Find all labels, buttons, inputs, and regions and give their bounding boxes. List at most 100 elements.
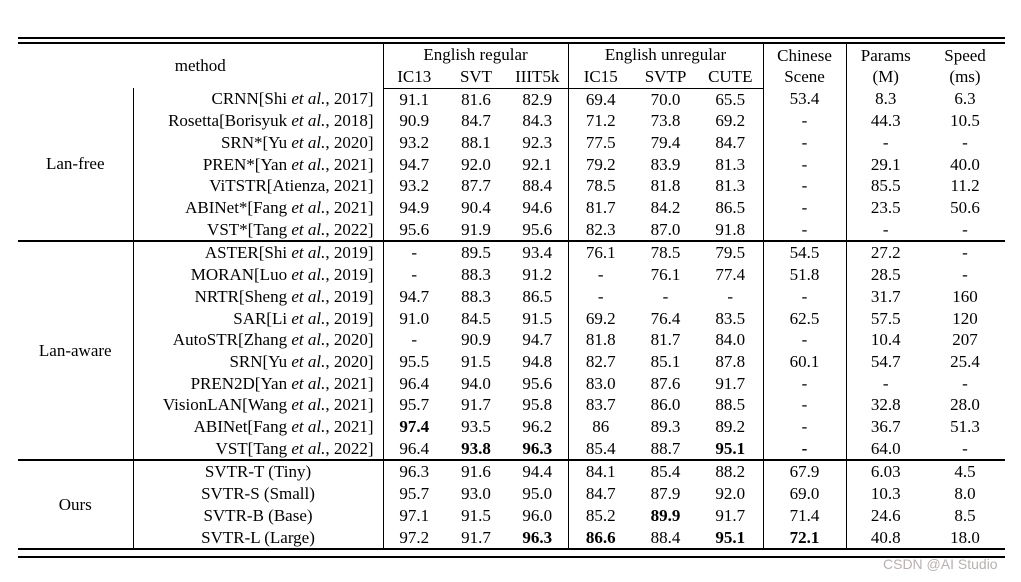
table-row: Lan-free CRNN[Shi et al., 2017] 91.1 81.6 82… [18,88,1005,173]
method-name: ASTER[Shi et al., 2019] [132,241,383,265]
value-cell: 83.7 [567,394,634,417]
value-cell: 84.3 [522,111,553,131]
value-cell: 94.7 [522,330,553,350]
value-cell: 96.0 [522,505,553,525]
value-cell: 120 [952,308,978,328]
params-label-line1: Params [860,45,911,65]
value-cell: 60.1 [762,350,847,373]
value-cell: 95.7 [382,483,445,505]
value-cell: 91.0 [382,307,445,330]
group-label: Ours [58,495,92,514]
value-cell: 79.5 [715,243,746,263]
value-cell: 81.6 [461,89,491,109]
value-cell: 40.0 [950,154,980,174]
value-cell: 93.8 [461,438,491,458]
value-cell: 85.1 [650,351,681,371]
table-row: ViTSTR[Atienza, 2021] 93.2 87.7 88.4 78.5 81.… [18,175,1005,198]
value-cell: 94.8 [522,351,553,371]
value-cell: 90.4 [461,198,491,218]
col-header-ic13: IC13 [382,65,445,89]
value-cell: 94.0 [461,373,491,393]
table-row: SVTR-B (Base) 97.1 91.5 96.0 85.2 89.9 91.7 71.… [18,504,1005,527]
value-cell: 88.3 [461,265,491,285]
value-cell: 69.2 [567,307,634,330]
value-cell: 23.5 [845,197,926,219]
chinese-label-line1: Chinese [777,45,832,65]
col-header-svt: SVT [445,65,507,89]
value-cell: 96.2 [522,417,553,437]
value-cell: - [762,437,847,461]
method-group-lan-aware: Lan-aware ASTER[Shi et al., 2019] -89.5 93.… [18,241,1006,461]
value-cell: 36.7 [845,416,926,438]
value-cell: 91.7 [461,527,491,547]
value-cell: - [845,131,926,154]
method-name: AutoSTR[Zhang et al., 2020] [132,329,383,351]
group-label: Lan-aware [38,341,112,361]
value-cell: 25.4 [950,351,980,371]
table-row: VST*[Tang et al., 2022] 95.6 91.9 95.6 82.3 8… [18,218,1005,242]
value-cell: 160 [952,286,978,306]
value-cell: 69.0 [762,483,847,505]
value-cell: - [567,264,634,286]
value-cell: 8.0 [954,484,976,504]
value-cell: 91.9 [461,219,491,239]
value-cell: 10.5 [950,111,980,131]
value-cell: 93.4 [522,243,553,263]
value-cell: - [845,218,926,242]
method-name: PREN2D[Yan et al., 2021] [132,372,383,395]
method-name: SVTR-L (Large) [132,526,383,550]
value-cell: 78.5 [650,243,681,263]
table-row: SVTR-L (Large) 97.2 91.7 96.3 86.6 88.4 95.1 72… [18,526,1005,550]
value-cell: 51.8 [762,264,847,286]
value-cell: 8.5 [954,505,976,525]
value-cell: - [382,241,445,265]
col-header-english-regular: English regular [382,42,569,66]
value-cell: - [382,264,445,286]
value-cell: 28.0 [950,395,980,415]
method-name: SVTR-B (Base) [132,504,383,527]
value-cell: 86.5 [715,198,746,218]
table-row: VisionLAN[Wang et al., 2021] 95.7 91.7 95.8… [18,394,1005,417]
value-cell: 10.3 [845,483,926,505]
value-cell: - [762,131,847,154]
value-cell: 73.8 [650,111,681,131]
value-cell: 69.4 [567,88,634,111]
value-cell: - [762,110,847,132]
value-cell: - [762,285,847,308]
value-cell: 70.0 [650,89,681,109]
value-cell: 95.7 [382,394,445,417]
value-cell: 97.2 [382,526,445,550]
table-row: ABINet*[Fang et al., 2021] 94.9 90.4 94.6 81… [18,197,1005,219]
value-cell: - [845,372,926,395]
value-cell: 94.9 [382,197,445,219]
value-cell: 85.5 [845,175,926,198]
bottom-outer-rule [18,556,1005,558]
value-cell: 76.1 [567,241,634,265]
value-cell: 24.6 [845,504,926,527]
value-cell: 28.5 [845,264,926,286]
value-cell: - [762,218,847,242]
top-outer-rule [18,37,1005,39]
method-name: CRNN[Shi et al., 2017] [132,88,383,111]
value-cell: 96.3 [382,460,445,484]
method-name: SRN*[Yu et al., 2020] [132,131,383,154]
value-cell: 6.3 [954,89,976,109]
value-cell: 94.7 [382,153,445,176]
col-header-cute: CUTE [698,65,764,89]
method-name: SAR[Li et al., 2019] [132,307,383,330]
table-row: MORAN[Luo et al., 2019] -88.3 91.2-76.1 77.… [18,264,1005,286]
value-cell: 77.4 [715,265,746,285]
col-header-method: method [174,55,226,75]
value-cell: 76.4 [650,308,681,328]
value-cell: 96.3 [522,438,553,458]
value-cell: 88.4 [650,527,681,547]
watermark: CSDN @AI Studio [883,556,998,572]
table-row: PREN*[Yan et al., 2021] 94.7 92.0 92.1 79.2 8… [18,153,1005,176]
method-name: SVTR-T (Tiny) [132,460,383,484]
table-row: ABINet[Fang et al., 2021] 97.4 93.5 96.2 86 8… [18,416,1005,438]
value-cell: 77.5 [567,131,634,154]
value-cell: 91.8 [715,219,746,239]
value-cell: - [567,285,634,308]
speed-label-line1: Speed [944,45,986,65]
value-cell: 57.5 [845,307,926,330]
